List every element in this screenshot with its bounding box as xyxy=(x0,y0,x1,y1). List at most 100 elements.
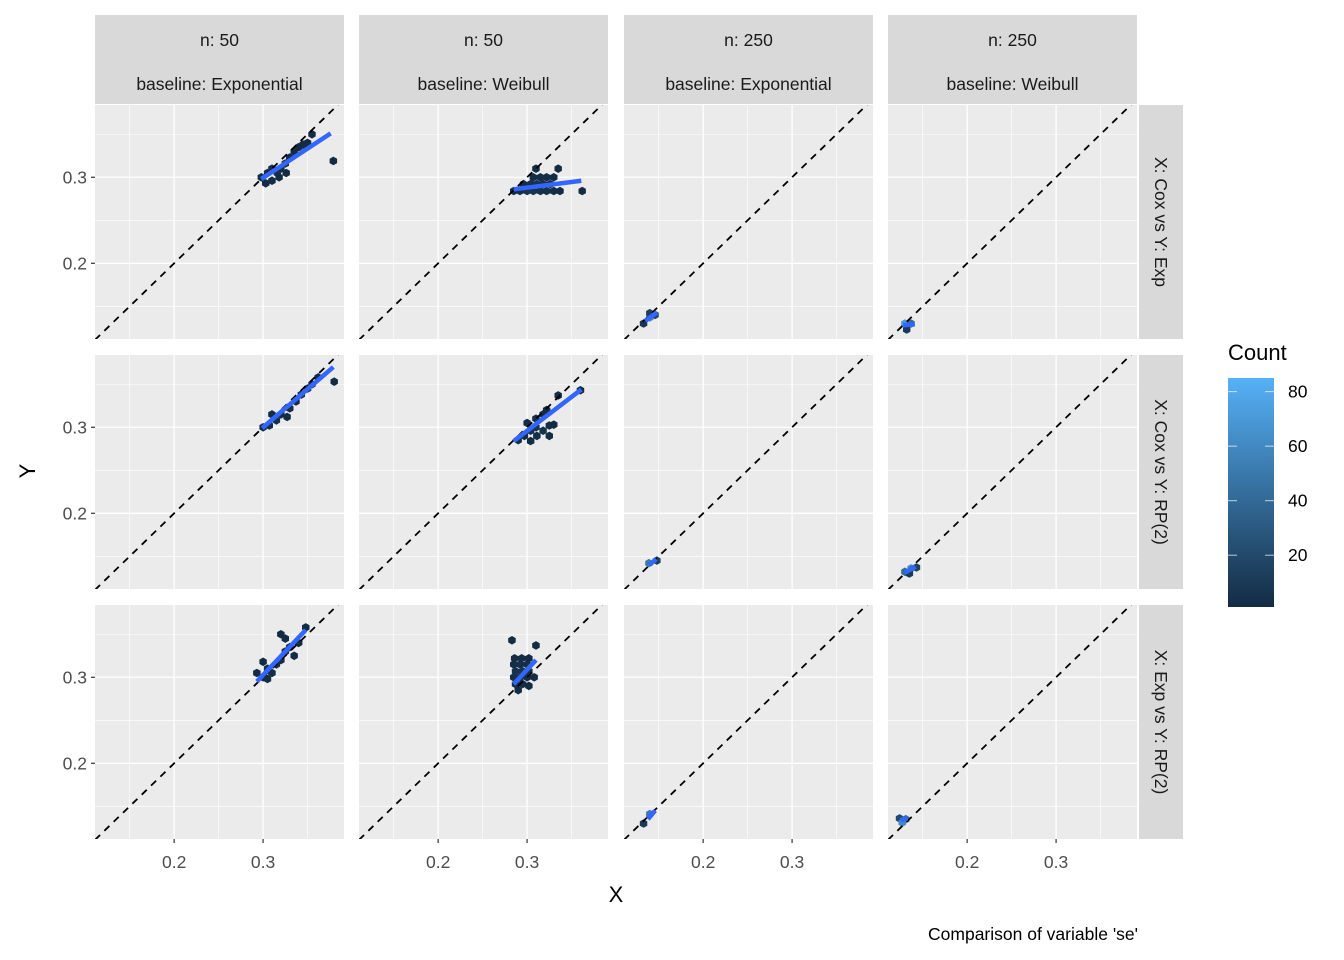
strips: n: 50 baseline: Exponential n: 50 baseline:… xyxy=(95,15,1183,839)
column-strip xyxy=(888,15,1137,104)
row-strip xyxy=(1139,355,1183,589)
identity-reference-line xyxy=(624,355,869,589)
fit-line xyxy=(513,178,582,192)
panel-content xyxy=(888,355,1133,589)
hex-bin xyxy=(530,673,538,682)
column-strip-label: n: 50 xyxy=(200,30,239,50)
identity-reference-line xyxy=(95,355,340,589)
hex-bin xyxy=(525,681,533,691)
identity-reference-line xyxy=(359,355,604,589)
panel-content xyxy=(888,605,1133,839)
panel-background xyxy=(888,355,1137,589)
panel-content xyxy=(624,105,869,339)
x-tick-label: 0.3 xyxy=(251,852,275,872)
panel-background xyxy=(624,105,873,339)
hex-bin xyxy=(262,179,270,188)
y-tick-label: 0.2 xyxy=(63,753,87,773)
row-strip-label: X: Cox vs Y: RP(2) xyxy=(1151,399,1171,545)
identity-reference-line xyxy=(888,355,1133,589)
hex-bin xyxy=(282,168,290,178)
hex-bin xyxy=(526,436,535,446)
x-tick-label: 0.3 xyxy=(515,852,539,872)
fit-line xyxy=(255,628,308,684)
column-strip xyxy=(95,15,344,104)
hex-bin xyxy=(639,319,648,328)
panel-background xyxy=(359,355,608,589)
fit-line xyxy=(903,564,917,575)
x-tick-label: 0.3 xyxy=(1044,852,1068,872)
panel-background xyxy=(359,605,608,839)
panel-content xyxy=(888,105,1133,339)
colorbar-tick-label: 40 xyxy=(1288,491,1308,511)
identity-reference-line xyxy=(888,605,1133,839)
panel-content xyxy=(624,605,869,839)
identity-reference-line xyxy=(624,105,869,339)
axes: 0.2 0.3 0.2 0.3 0.2 0.3 0.2 0.3 0.2 0.3 0.2 0.3 0.2 0… xyxy=(63,167,1069,872)
row-strip xyxy=(1139,105,1183,339)
hex-bin xyxy=(639,819,648,828)
y-tick-label: 0.2 xyxy=(63,253,87,273)
panel-r2-c1 xyxy=(359,605,608,839)
x-tick-label: 0.2 xyxy=(955,852,979,872)
hex-bin xyxy=(536,173,545,182)
panel-r2-c2 xyxy=(624,605,873,839)
hex-bin xyxy=(508,636,516,645)
identity-reference-line xyxy=(888,105,1133,339)
hex-bin xyxy=(542,186,551,196)
y-tick-label: 0.3 xyxy=(63,667,87,687)
x-tick-label: 0.2 xyxy=(426,852,450,872)
colorbar-tick-label: 80 xyxy=(1288,382,1308,402)
colorbar xyxy=(1228,378,1274,607)
panel-background xyxy=(624,355,873,589)
fit-line xyxy=(648,557,658,567)
panel-content xyxy=(95,355,340,589)
panel-content xyxy=(359,105,604,339)
panel-r1-c0 xyxy=(95,355,344,589)
column-strip-label: n: 250 xyxy=(724,30,773,50)
hex-bin xyxy=(510,654,519,663)
fit-line xyxy=(646,809,657,821)
hex-bin xyxy=(329,156,338,166)
identity-reference-line xyxy=(95,105,340,339)
column-strip xyxy=(624,15,873,104)
hex-bin xyxy=(532,641,540,650)
fit-line xyxy=(643,310,659,323)
column-strip-sublabel: baseline: Exponential xyxy=(136,74,302,94)
hex-bin xyxy=(554,391,562,400)
fit-line xyxy=(260,365,335,430)
hex-bin xyxy=(281,634,289,643)
panel-background xyxy=(624,605,873,839)
panel-content xyxy=(95,605,340,839)
column-strip-label: n: 50 xyxy=(464,30,503,50)
column-strip-sublabel: baseline: Exponential xyxy=(665,74,831,94)
panel-r0-c0 xyxy=(95,105,344,339)
row-strip-label: X: Exp vs Y: RP(2) xyxy=(1151,650,1171,795)
panel-background xyxy=(359,105,608,339)
y-axis-title: Y xyxy=(15,463,40,478)
panel-content xyxy=(359,355,604,589)
hex-bin xyxy=(550,173,558,182)
legend: Count 20 40 60 80 xyxy=(1228,340,1308,607)
hex-bin xyxy=(539,426,547,435)
hex-bin xyxy=(290,651,298,661)
column-strip-label: n: 250 xyxy=(988,30,1037,50)
panels xyxy=(95,105,1137,839)
colorbar-tick-label: 20 xyxy=(1288,545,1308,565)
panel-content xyxy=(624,355,869,589)
row-strip-label: X: Cox vs Y: Exp xyxy=(1151,157,1171,287)
x-tick-label: 0.2 xyxy=(691,852,715,872)
hex-bin xyxy=(518,654,526,663)
y-tick-label: 0.3 xyxy=(63,417,87,437)
fit-line xyxy=(512,387,583,443)
fit-line xyxy=(902,322,915,328)
y-tick-label: 0.3 xyxy=(63,167,87,187)
hex-bin xyxy=(578,186,586,196)
hex-bin xyxy=(259,657,267,667)
x-tick-label: 0.2 xyxy=(162,852,186,872)
panel-r0-c3 xyxy=(888,105,1137,339)
identity-reference-line xyxy=(95,605,340,839)
panel-content xyxy=(359,605,604,839)
hex-bin xyxy=(514,685,522,695)
panel-r2-c0 xyxy=(95,605,344,839)
